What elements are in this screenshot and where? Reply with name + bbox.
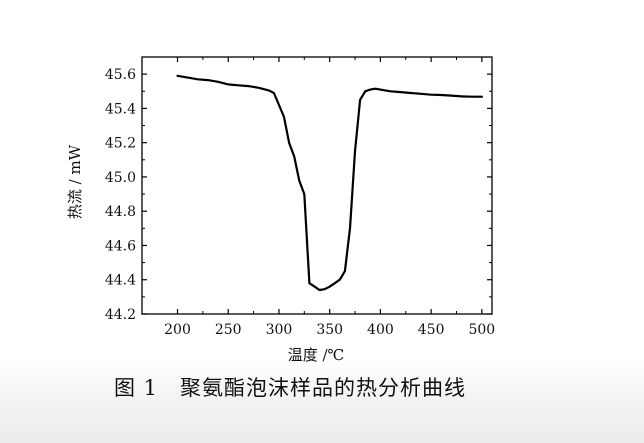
y-tick-label: 44.2	[105, 307, 136, 323]
figure-caption: 图 1 聚氨酯泡沫样品的热分析曲线	[113, 376, 467, 400]
x-tick-label: 300	[266, 322, 293, 338]
x-tick-label: 250	[215, 322, 242, 338]
y-tick-label: 45.4	[105, 101, 136, 117]
x-axis: 200 250 300 350 400 450 500	[164, 57, 495, 338]
x-tick-label: 450	[418, 322, 445, 338]
x-tick-label: 400	[367, 322, 394, 338]
x-tick-label: 200	[164, 322, 191, 338]
series-layer	[176, 74, 483, 292]
y-tick-label: 44.8	[105, 204, 136, 220]
plot-frame	[141, 56, 493, 315]
y-axis-title: 热流 / mW	[66, 144, 84, 219]
y-tick-label: 44.6	[105, 238, 136, 254]
x-axis-title: 温度 /℃	[288, 346, 345, 364]
y-tick-label: 44.4	[105, 273, 136, 289]
y-tick-label: 45.6	[105, 67, 136, 83]
x-tick-label: 500	[468, 322, 495, 338]
plot-border	[141, 56, 493, 315]
y-axis: 44.2 44.4 44.6 44.8 45.0 45.2 45.4 45.6	[105, 67, 492, 323]
x-tick-label: 350	[316, 322, 343, 338]
y-tick-label: 45.2	[105, 136, 136, 152]
y-tick-label: 45.0	[105, 170, 136, 186]
series-line	[176, 74, 483, 292]
